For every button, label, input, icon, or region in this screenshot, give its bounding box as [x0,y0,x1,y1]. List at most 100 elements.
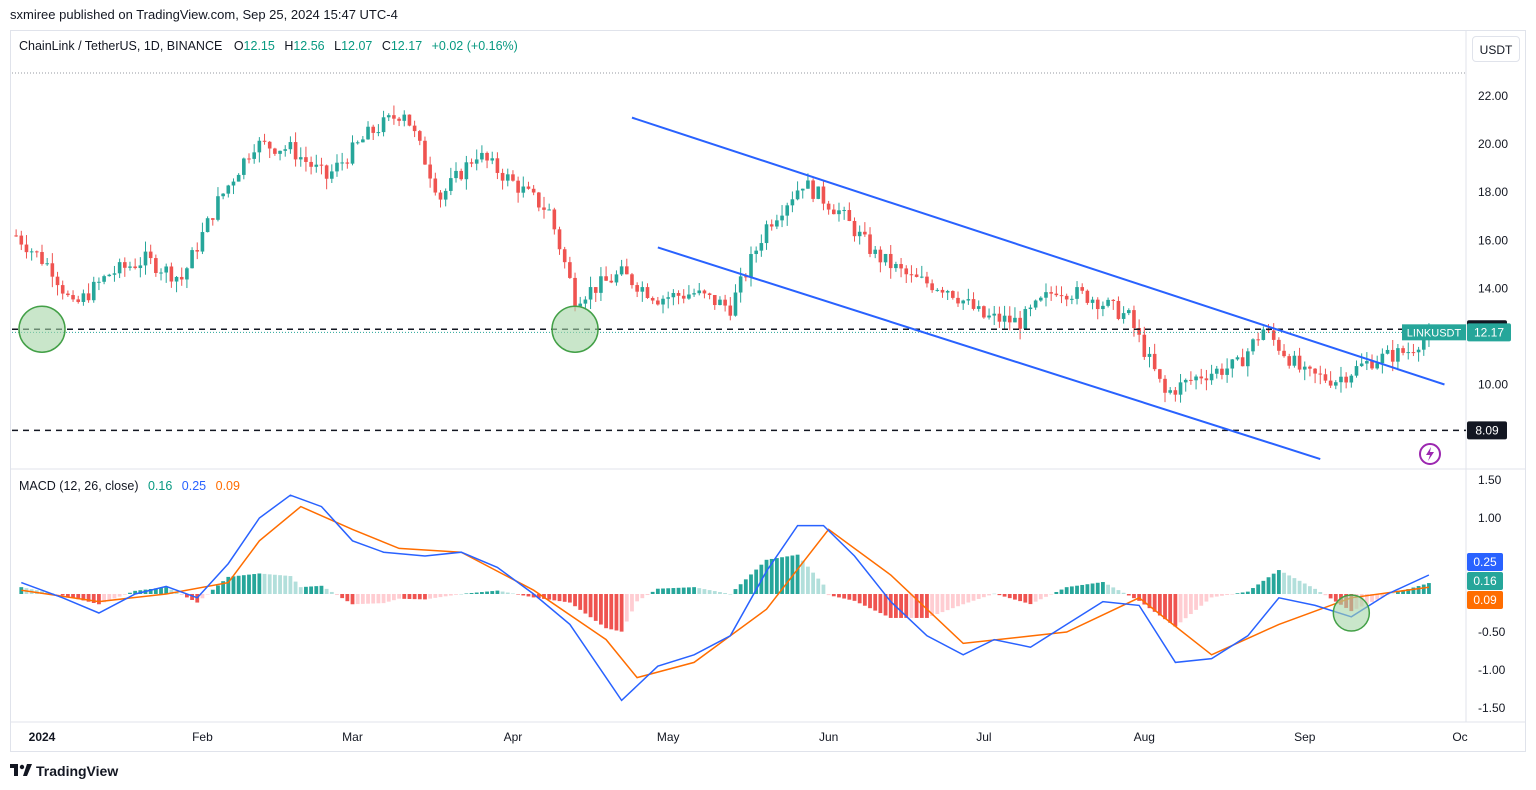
macd-histogram-bar [681,587,686,594]
candle-body [516,180,520,193]
candle-body [324,165,329,179]
tradingview-brand[interactable]: TradingView [10,763,118,779]
macd-histogram-bar [91,594,96,603]
macd-histogram-bar [961,594,966,605]
price-tick-label: 14.00 [1478,281,1508,295]
candle-body [811,180,815,199]
candle-body [744,276,748,278]
macd-histogram-bar [1380,594,1385,598]
macd-histogram-bar [1044,594,1048,597]
symbol-tag [1402,324,1466,341]
candle-body [1354,366,1359,376]
candle-body [226,185,231,194]
candle-body [335,162,339,172]
macd-label[interactable]: MACD (12, 26, close) [19,479,139,493]
candle-body [1385,349,1390,354]
macd-histogram-bar [945,594,950,611]
macd-histogram-bar [76,594,81,600]
macd-histogram-bar [562,594,567,602]
lightning-icon[interactable] [1418,442,1442,466]
macd-histogram-bar [1178,594,1183,623]
candle-body [469,162,474,164]
macd-histogram-bar [438,594,443,598]
candle-body [1287,356,1292,366]
macd-histogram-bar [1168,594,1173,623]
macd-histogram-bar [1095,582,1100,594]
macd-histogram-bar [842,594,847,599]
macd-value-tag-label: 0.25 [1473,555,1497,569]
price-tag [1467,323,1511,342]
candle-body [1246,351,1250,367]
macd-histogram-bar [531,594,536,598]
currency-button[interactable]: USDT [1472,36,1520,62]
candle-body [345,162,350,164]
macd-tick-label: -1.50 [1478,701,1506,715]
candle-body [185,268,189,280]
macd-histogram-bar [868,594,872,609]
candle-body [1194,376,1198,381]
macd-histogram-bar [216,585,220,594]
candle-body [1401,348,1405,353]
candle-body [562,249,567,263]
macd-histogram-bar [1038,594,1043,600]
macd-histogram-bar [428,594,433,599]
macd-histogram-bar [293,581,298,594]
macd-histogram-bar [862,594,867,606]
candle-body [976,306,981,309]
macd-histogram-bar [780,557,784,594]
candle-body [878,249,883,263]
macd-histogram-bar [697,588,702,594]
macd-histogram-bar [1080,584,1085,594]
candle-body [1116,300,1121,319]
candle-body [1028,307,1033,310]
candle-body [661,298,665,305]
candle-body [195,250,200,252]
highlight-circle [551,305,599,353]
candle-body [630,274,634,286]
macd-histogram-bar [1018,594,1023,602]
candle-body [692,293,696,295]
upper-trendline [631,116,1445,386]
macd-histogram-bar [340,594,345,599]
candle-body [423,140,427,165]
candle-body [319,164,324,166]
macd-histogram-bar [837,594,841,598]
candle-body [842,210,846,212]
macd-histogram-bar [433,594,438,598]
candle-body [599,276,603,293]
candle-body [267,141,272,149]
candle-body [1101,305,1105,310]
macd-histogram-bar [231,576,236,594]
macd-histogram [19,554,1431,632]
candle-body [511,174,515,181]
candle-body [666,297,670,299]
macd-histogram-bar [1059,589,1064,594]
macd-histogram-bar [583,594,588,614]
price-tick-label: 22.00 [1478,89,1508,103]
candle-body [1230,359,1235,369]
time-tick-label: 2024 [29,730,56,744]
symbol-name[interactable]: ChainLink / TetherUS, 1D, BINANCE [19,39,223,53]
macd-histogram-bar [723,593,728,594]
candle-body [919,276,924,278]
macd-histogram-bar [485,591,489,594]
macd-histogram-bar [1390,593,1395,595]
macd-histogram-bar [1054,591,1059,594]
time-tick-label: Jun [819,730,838,744]
candle-body [1380,353,1385,364]
candle-body [433,178,438,193]
candle-body [1095,299,1100,310]
candle-body [252,152,256,159]
candle-body [221,193,225,197]
candle-body [278,150,282,154]
macd-histogram-bar [645,594,650,596]
macd-histogram-bar [930,594,935,616]
macd-histogram-bar [992,593,997,595]
time-tick-label: Mar [342,730,363,744]
candle-body [1375,363,1379,369]
candle-body [1111,299,1116,301]
candle-body [790,199,795,206]
macd-histogram-bar [454,594,458,595]
candle-body [86,293,91,301]
